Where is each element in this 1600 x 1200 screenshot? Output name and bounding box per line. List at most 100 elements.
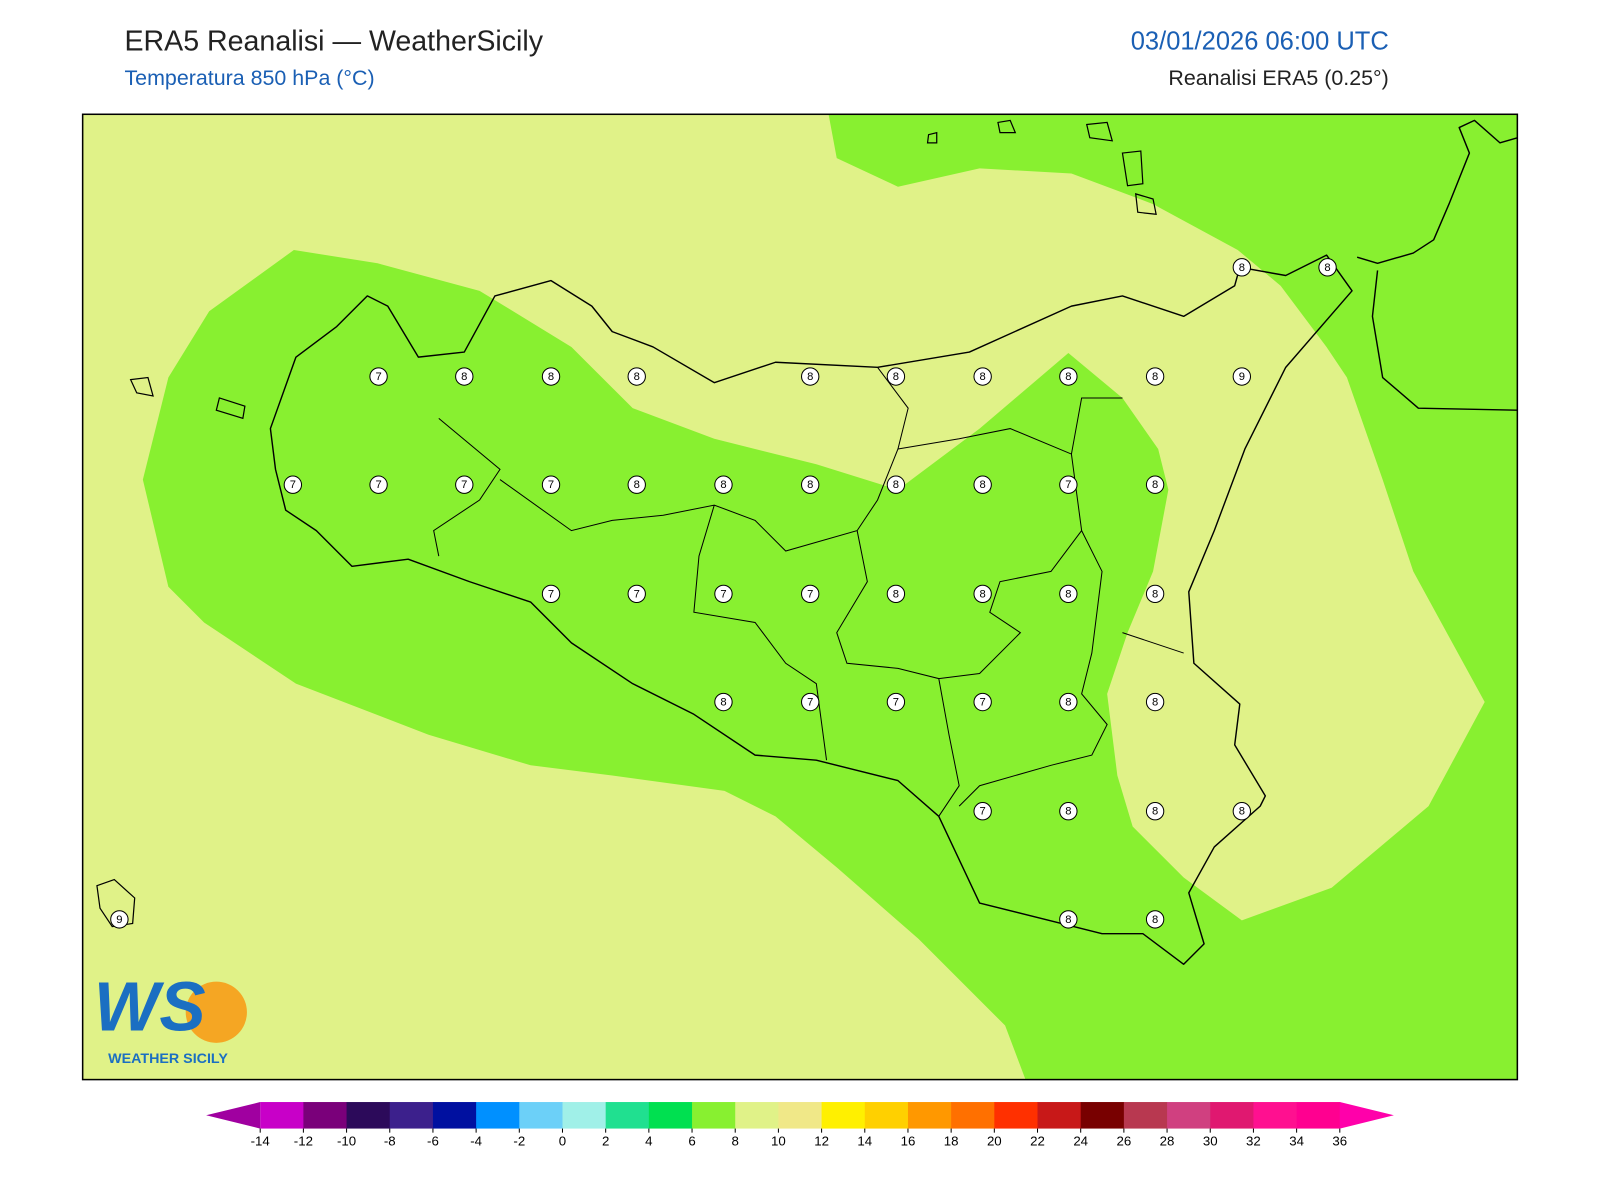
station-marker xyxy=(886,584,906,604)
station: 7 xyxy=(541,584,561,604)
station-marker xyxy=(283,475,303,494)
colorbar-tick-label: 16 xyxy=(901,1133,916,1148)
station: 8 xyxy=(627,475,646,494)
colorbar-tick-label: 12 xyxy=(814,1133,829,1148)
station: 8 xyxy=(541,367,561,386)
station-value: 7 xyxy=(980,697,986,709)
station: 7 xyxy=(886,692,906,712)
station-marker xyxy=(369,367,388,386)
province-borders xyxy=(433,367,1184,817)
station: 8 xyxy=(1059,910,1078,929)
station-value: 7 xyxy=(290,479,296,491)
station: 7 xyxy=(973,802,992,821)
station: 8 xyxy=(1059,802,1078,821)
station-marker xyxy=(1145,692,1165,712)
station-marker xyxy=(627,584,646,604)
colorbar-segment xyxy=(605,1102,650,1129)
station-marker xyxy=(1059,367,1078,386)
colorbar-segment xyxy=(692,1102,736,1129)
station-value: 7 xyxy=(461,479,467,491)
station-value: 8 xyxy=(807,479,813,491)
colorbar-tick-label: 4 xyxy=(645,1133,652,1148)
station-value: 8 xyxy=(548,371,554,383)
station-value: 8 xyxy=(1152,588,1158,600)
station-value: 7 xyxy=(1065,479,1071,491)
station: 8 xyxy=(1059,692,1078,712)
station: 8 xyxy=(973,367,992,386)
station: 8 xyxy=(1232,802,1252,821)
station-value: 8 xyxy=(1065,588,1071,600)
station: 7 xyxy=(1059,475,1078,494)
logo-text: WEATHER SICILY xyxy=(108,1051,228,1067)
station-value: 8 xyxy=(1152,371,1158,383)
station-marker xyxy=(1059,475,1078,494)
station: 8 xyxy=(1232,258,1252,277)
station-value: 8 xyxy=(720,479,726,491)
station: 7 xyxy=(455,475,474,494)
station: 8 xyxy=(973,584,992,604)
station-value: 8 xyxy=(980,371,986,383)
station-value: 8 xyxy=(1324,262,1330,274)
station-value: 9 xyxy=(116,914,122,926)
colorbar-tick-label: -12 xyxy=(294,1133,313,1148)
map: 8 8 7 8 8 8 8 8 8 8 8 9 7 7 7 7 8 8 8 8 8 7 8 7 7 7 7 8 8 8 8 8 7 7 7 8 8 7 8 8… xyxy=(81,113,1519,1081)
colorbar-tick-label: 24 xyxy=(1073,1133,1088,1148)
station-marker xyxy=(1145,475,1165,494)
station-value: 8 xyxy=(461,371,467,383)
station-value: 8 xyxy=(1152,479,1158,491)
station-marker xyxy=(973,802,992,821)
station-marker xyxy=(714,475,733,494)
datetime: 03/01/2026 06:00 UTC xyxy=(1131,28,1389,56)
station: 8 xyxy=(1145,802,1165,821)
station: 8 xyxy=(886,584,906,604)
station-value: 8 xyxy=(980,479,986,491)
coastline xyxy=(1356,119,1518,264)
colorbar-tick-label: -6 xyxy=(427,1133,439,1148)
station-value: 8 xyxy=(1065,697,1071,709)
colorbar-segment xyxy=(303,1102,348,1129)
station-value: 8 xyxy=(1239,262,1245,274)
colorbar-tick-label: 14 xyxy=(857,1133,872,1148)
station-marker xyxy=(1145,910,1165,929)
colorbar-segment xyxy=(346,1102,391,1129)
colorbar-tick-label: -8 xyxy=(384,1133,396,1148)
colorbar-segment xyxy=(519,1102,563,1129)
station: 7 xyxy=(973,692,992,712)
logo-sun xyxy=(185,981,247,1043)
station: 8 xyxy=(1145,584,1165,604)
colorbar-segment xyxy=(260,1102,304,1129)
colorbar-segment xyxy=(1080,1102,1125,1129)
station: 8 xyxy=(1059,367,1078,386)
station-marker xyxy=(541,367,561,386)
colorbar-tick-label: 32 xyxy=(1246,1133,1261,1148)
colorbar-tick-label: 30 xyxy=(1203,1133,1218,1148)
station: 8 xyxy=(714,475,733,494)
station-value: 8 xyxy=(893,371,899,383)
subtitle: Temperatura 850 hPa (°C) xyxy=(124,66,374,90)
station-value: 8 xyxy=(1239,806,1245,818)
station: 8 xyxy=(1059,584,1078,604)
colorbar-tick-label: 2 xyxy=(602,1133,609,1148)
station: 8 xyxy=(455,367,474,386)
station-marker xyxy=(1145,802,1165,821)
station: 8 xyxy=(627,367,646,386)
station-value: 7 xyxy=(720,588,726,600)
colorbar-tick-label: 18 xyxy=(944,1133,959,1148)
station: 7 xyxy=(541,475,561,494)
station-marker xyxy=(1059,584,1078,604)
station-marker xyxy=(110,910,129,929)
field-low xyxy=(82,114,1485,1080)
station: 8 xyxy=(886,475,906,494)
station-marker xyxy=(714,692,733,712)
colorbar-tick-label: -4 xyxy=(470,1133,482,1148)
station-marker xyxy=(886,367,906,386)
colorbar-segment xyxy=(476,1102,520,1129)
station-value: 8 xyxy=(1065,371,1071,383)
station-marker xyxy=(973,584,992,604)
islands xyxy=(96,119,1157,928)
station-value: 8 xyxy=(1152,806,1158,818)
colorbar-segment xyxy=(1253,1102,1298,1129)
station-value: 7 xyxy=(807,697,813,709)
colorbar-tick-label: 10 xyxy=(771,1133,786,1148)
